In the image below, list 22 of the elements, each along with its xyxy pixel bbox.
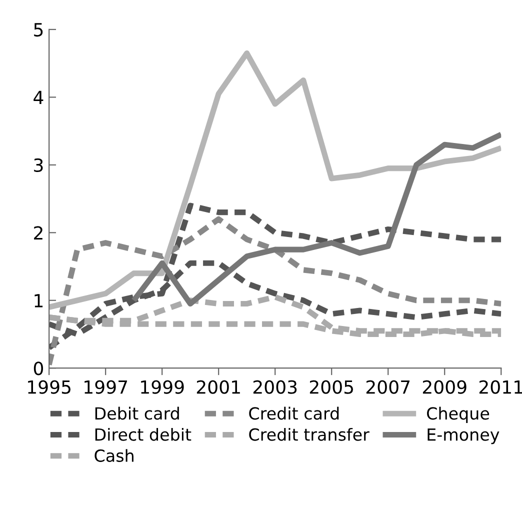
x-tick-label: 2007 (366, 380, 410, 394)
legend-label: Direct debit (95, 428, 192, 441)
y-tick-label: 5 (34, 23, 43, 37)
legend-label: Credit card (249, 406, 339, 420)
x-tick-label: 1997 (84, 380, 128, 394)
legend-label: Credit transfer (249, 428, 370, 441)
legend-label: Cash (94, 449, 134, 462)
x-tick-label: 2001 (196, 380, 240, 394)
y-tick-label: 4 (34, 90, 44, 104)
x-tick-label: 1995 (28, 380, 70, 394)
y-tick-label: 3 (34, 158, 43, 172)
y-tick-label: 0 (34, 362, 44, 376)
x-tick-label: 2005 (310, 380, 353, 394)
legend-label: E-money (428, 428, 500, 444)
x-tick-label: 1999 (141, 380, 184, 394)
legend-label: Debit card (95, 406, 179, 420)
y-tick-label: 2 (34, 226, 42, 240)
x-tick-label: 2003 (253, 380, 297, 394)
y-tick-label: 1 (34, 294, 43, 308)
x-tick-label: 2011 (479, 380, 522, 394)
legend-label: Cheque (427, 406, 490, 423)
x-tick-label: 2009 (422, 380, 466, 394)
